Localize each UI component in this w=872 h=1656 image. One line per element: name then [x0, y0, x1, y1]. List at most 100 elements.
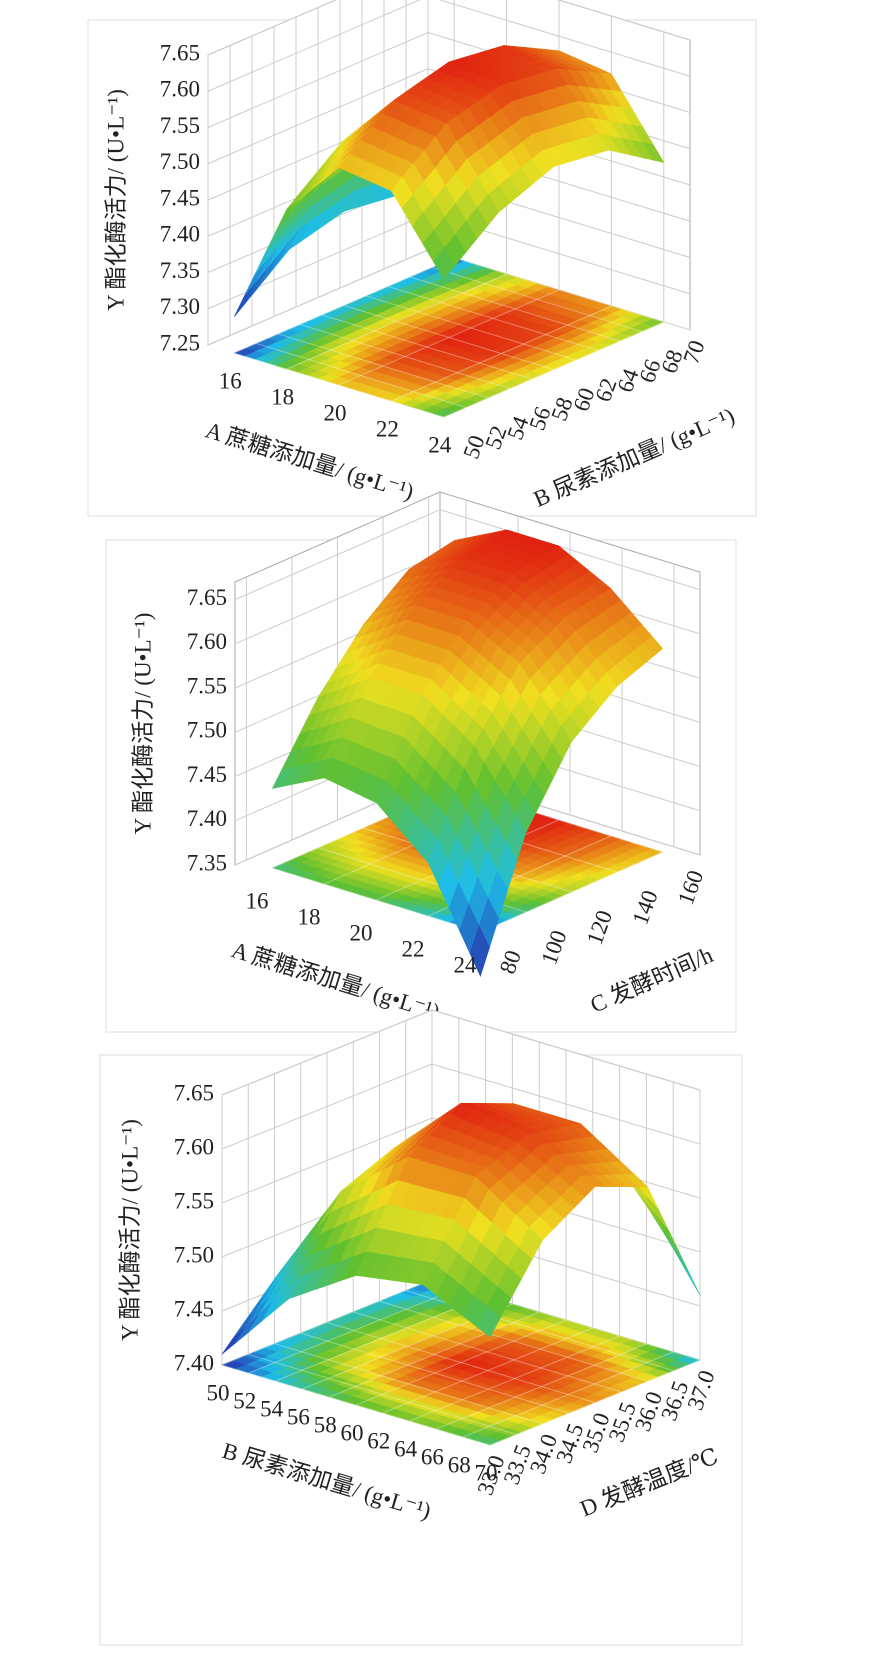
surface-cell	[527, 1123, 649, 1188]
y-tick-label: 160	[673, 867, 708, 908]
surface-cell	[369, 604, 468, 695]
grid-line	[339, 287, 603, 369]
floor-contour-cell	[355, 1383, 477, 1426]
x-tick-label: 58	[314, 1412, 337, 1437]
floor-contour-cell	[555, 305, 665, 347]
z-tick-label: 7.35	[187, 850, 227, 875]
y-tick-label: 120	[582, 907, 617, 948]
x-tick-label: 50	[207, 1380, 230, 1405]
y-axis-label: C 发酵时间/h	[587, 942, 717, 1018]
floor-contour-cell	[288, 305, 398, 346]
floor-patch	[475, 1436, 502, 1446]
grid-line	[291, 839, 553, 921]
z-tick-label: 7.45	[160, 185, 200, 210]
x-tick-label: 22	[376, 416, 399, 441]
z-tick-label: 7.45	[174, 1296, 214, 1321]
surface-cell	[393, 61, 503, 124]
grid-line	[443, 321, 664, 418]
x-tick-label: 18	[298, 904, 321, 929]
z-tick-label: 7.40	[174, 1350, 214, 1375]
floor-contour-cell	[317, 827, 417, 865]
floor-contour-cell	[338, 360, 448, 402]
z-tick-label: 7.65	[160, 40, 200, 65]
z-axis-label: Y 酯化酶活力/ (U•L⁻¹)	[103, 89, 128, 311]
x-tick-label: 16	[246, 888, 269, 913]
x-tick-label: 62	[367, 1428, 390, 1453]
grid-line	[427, 249, 691, 331]
floor-contour-cell	[448, 313, 558, 354]
grid-line	[463, 1351, 674, 1438]
floor-contour-cell	[579, 1339, 701, 1382]
z-tick-label: 7.60	[187, 629, 227, 654]
z-tick-label: 7.60	[174, 1134, 214, 1159]
z-tick-label: 7.50	[187, 718, 227, 743]
floor-contour-cell	[326, 1300, 448, 1343]
surface-cell	[288, 1156, 410, 1300]
surface-cell	[341, 1103, 462, 1192]
surface-cell	[338, 99, 447, 192]
x-tick-label: 66	[421, 1444, 444, 1469]
grid-line	[207, 344, 471, 426]
z-tick-label: 7.55	[187, 673, 227, 698]
surface-cell	[555, 68, 665, 163]
surface-cell	[407, 1102, 529, 1178]
surface-cell	[362, 558, 463, 626]
x-tick-label: 64	[394, 1436, 418, 1461]
z-tick-label: 7.40	[187, 806, 227, 831]
z-tick-label: 7.35	[160, 258, 200, 283]
grid-line	[405, 259, 669, 340]
grid-line	[409, 1335, 620, 1422]
surface-cell	[221, 1190, 342, 1355]
grid-line	[489, 1359, 701, 1446]
z-tick-label: 7.60	[160, 77, 200, 102]
grid-line	[557, 0, 691, 41]
y-tick-label: 80	[495, 947, 526, 977]
grid-line	[251, 325, 515, 407]
surface-cell	[500, 68, 610, 167]
grid-line	[436, 1343, 647, 1430]
surface-cell	[422, 1176, 543, 1338]
x-tick-label: 60	[341, 1420, 364, 1445]
x-tick-label: 16	[219, 368, 242, 393]
z-axis-label: Y 酯化酶活力/ (U•L⁻¹)	[130, 613, 155, 835]
surface-cell	[475, 1133, 596, 1241]
z-tick-label: 7.30	[160, 294, 200, 319]
x-tick-label: 20	[350, 920, 373, 945]
grid-line	[221, 1364, 491, 1446]
floor-contour-cell	[500, 329, 610, 370]
x-tick-label: 56	[287, 1404, 310, 1429]
y-tick-label: 140	[627, 887, 662, 928]
floor-contour-cell	[340, 321, 450, 362]
floor-contour-cell	[288, 1363, 410, 1406]
surface-cell	[421, 620, 520, 747]
x-tick-label: 24	[454, 952, 478, 977]
floor-contour-cell	[390, 376, 500, 418]
surface-patch	[476, 1306, 501, 1338]
x-tick-label: 68	[448, 1452, 471, 1477]
grid-line	[379, 1300, 648, 1382]
grid-line	[273, 316, 537, 397]
surface-patch	[432, 247, 456, 280]
floor-contour-cell	[393, 337, 503, 378]
floor-patch	[432, 408, 456, 418]
z-tick-label: 7.55	[160, 113, 200, 138]
surface-cell	[324, 677, 423, 804]
floor-contour-cell	[273, 1322, 395, 1365]
floor-contour-cell	[450, 273, 560, 315]
surface-cell	[376, 693, 475, 864]
z-tick-label: 7.45	[187, 762, 227, 787]
grid-line	[353, 1311, 622, 1393]
surface-cell	[414, 558, 514, 622]
surface-cell	[271, 677, 371, 789]
surface-patch	[469, 925, 490, 978]
x-tick-label: 22	[402, 936, 425, 961]
surface-cell	[460, 529, 560, 576]
x-tick-label: 20	[324, 400, 347, 425]
z-tick-label: 7.55	[174, 1188, 214, 1213]
grid-line	[286, 273, 507, 370]
grid-line	[221, 1279, 433, 1366]
x-tick-label: 54	[260, 1396, 284, 1421]
z-tick-label: 7.50	[174, 1242, 214, 1267]
z-tick-label: 7.65	[187, 585, 227, 610]
